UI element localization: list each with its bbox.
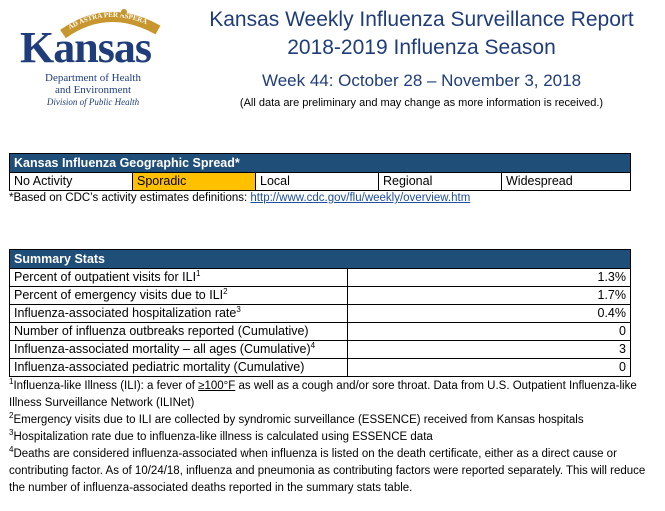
footnote-4: 4Deaths are considered influenza-associa… [9, 445, 646, 494]
logo-dept: Department of Health and Environment [45, 72, 141, 96]
table-row: Number of influenza outbreaks reported (… [9, 322, 631, 341]
level-widespread: Widespread [501, 172, 631, 191]
summary-stats-table: Summary Stats Percent of outpatient visi… [9, 249, 631, 377]
table-row: Percent of emergency visits due to ILI2 … [9, 286, 631, 305]
logo-name: Kansas [20, 23, 152, 72]
table-row: Influenza-associated hospitalization rat… [9, 304, 631, 323]
stat-value: 0 [347, 322, 631, 341]
disclaimer: (All data are preliminary and may change… [239, 97, 604, 109]
stat-label: Influenza-associated hospitalization rat… [14, 306, 237, 320]
cdc-link[interactable]: http://www.cdc.gov/flu/weekly/overview.h… [250, 192, 471, 204]
stat-label: Influenza-associated pediatric mortality… [14, 360, 305, 374]
geo-spread-note: *Based on CDC’s activity estimates defin… [9, 192, 471, 204]
stat-value: 3 [347, 340, 631, 359]
table-row: Influenza-associated pediatric mortality… [9, 358, 631, 377]
stat-value: 0.4% [347, 304, 631, 323]
level-regional: Regional [378, 172, 502, 191]
geographic-spread-table: Kansas Influenza Geographic Spread* No A… [9, 153, 631, 191]
footnote-1: 1Influenza-like Illness (ILI): a fever o… [9, 377, 637, 409]
footnotes: 1Influenza-like Illness (ILI): a fever o… [9, 378, 649, 497]
footnote-3: 3Hospitalization rate due to influenza-l… [9, 428, 433, 443]
kdhe-logo: AD ASTRA PER ASPERA Kansas Department of… [8, 4, 178, 107]
summary-title: Summary Stats [9, 249, 631, 269]
footnote-2: 2Emergency visits due to ILI are collect… [9, 411, 584, 426]
level-no-activity: No Activity [9, 172, 133, 191]
level-local: Local [255, 172, 379, 191]
table-row: Percent of outpatient visits for ILI1 1.… [9, 268, 631, 287]
stat-value: 0 [347, 358, 631, 377]
level-sporadic: Sporadic [132, 172, 256, 191]
season-title: 2018-2019 Influenza Season [287, 36, 556, 59]
stat-label: Percent of outpatient visits for ILI [14, 270, 197, 284]
stat-label: Percent of emergency visits due to ILI [14, 288, 224, 302]
logo-division: Division of Public Health [46, 97, 140, 107]
table-row: Influenza-associated mortality – all age… [9, 340, 631, 359]
geo-spread-title: Kansas Influenza Geographic Spread* [9, 153, 631, 173]
stat-value: 1.7% [347, 286, 631, 305]
logo-arc: AD ASTRA PER ASPERA [60, 9, 161, 39]
stat-label: Influenza-associated mortality – all age… [14, 342, 311, 356]
report-title: Kansas Weekly Influenza Surveillance Rep… [209, 8, 634, 31]
stat-value: 1.3% [347, 268, 631, 287]
report-header: Kansas Weekly Influenza Surveillance Rep… [178, 6, 665, 110]
stat-label: Number of influenza outbreaks reported (… [14, 324, 309, 338]
week-range: Week 44: October 28 – November 3, 2018 [261, 71, 582, 90]
